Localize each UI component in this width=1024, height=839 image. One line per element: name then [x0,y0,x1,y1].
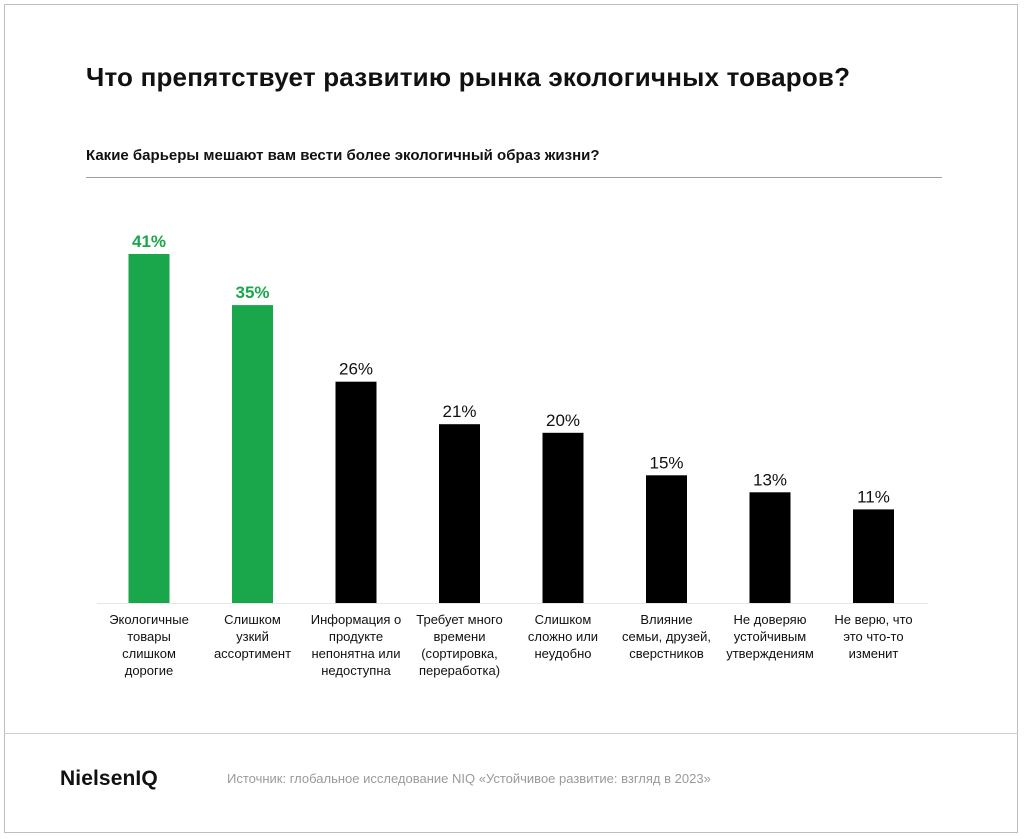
page-title: Что препятствует развитию рынка экологич… [86,62,851,92]
category-label-line: Слишком [535,612,592,627]
category-label-line: продукте [329,629,383,644]
category-label-line: переработка) [419,663,500,678]
category-label-line: ассортимент [214,646,291,661]
category-label-line: времени [434,629,486,644]
bar-1 [128,254,170,603]
category-label-line: Слишком [224,612,281,627]
category-label-line: (сортировка, [421,646,498,661]
category-label-3: Информация о продукте непонятна или недосту… [311,612,401,678]
value-label-3: 26% [339,360,373,379]
category-label-line: Не верю, что [834,612,912,627]
category-label-line: утверждениям [726,646,814,661]
category-label-line: изменит [849,646,899,661]
value-label-5: 20% [546,411,580,430]
value-label-8: 11% [857,487,890,506]
bar-4 [439,424,480,603]
value-label-1: 41% [132,232,166,251]
value-label-2: 35% [235,283,269,302]
bar-7 [749,492,791,603]
category-label-line: сложно или [528,629,598,644]
category-label-line: узкий [236,629,269,644]
category-label-line: товары [127,629,171,644]
category-label-line: устойчивым [734,629,806,644]
source-note: Источник: глобальное исследование NIQ «У… [227,771,711,786]
bar-3 [335,381,377,603]
bar-6 [646,475,687,603]
category-label-line: слишком [122,646,176,661]
category-label-2: Слишком узкий ассортимент [214,612,291,661]
category-label-line: Информация о [311,612,401,627]
category-label-6: Влияние семьи, друзей, сверстников [622,612,711,661]
category-label-line: дорогие [125,663,174,678]
bar-2 [232,305,273,603]
value-label-7: 13% [753,470,787,489]
category-label-8: Не верю, что это что-то изменит [834,612,912,661]
bar-8 [853,509,894,603]
category-label-5: Слишком сложно или неудобно [528,612,598,661]
category-label-line: Экологичные [109,612,189,627]
category-label-line: недоступна [321,663,391,678]
category-label-line: семьи, друзей, [622,629,711,644]
category-label-7: Не доверяю устойчивым утверждениям [726,612,814,661]
category-label-line: сверстников [629,646,704,661]
header-divider [86,177,942,178]
value-label-6: 15% [649,453,683,472]
value-label-4: 21% [442,402,476,421]
category-label-line: неудобно [534,646,591,661]
nielseniq-logo: NielsenIQ [60,767,158,790]
chart-subtitle: Какие барьеры мешают вам вести более эко… [86,147,600,164]
chart-card [4,4,1018,833]
category-label-line: Не доверяю [734,612,807,627]
category-label-1: Экологичные товары слишком дорогие [109,612,189,678]
footer-divider [4,733,1018,734]
bar-5 [542,432,584,603]
category-label-4: Требует много времени (сортировка, перерабо… [416,612,502,678]
category-label-line: это что-то [843,629,903,644]
category-label-line: Влияние [640,612,692,627]
category-label-line: Требует много [416,612,502,627]
category-label-line: непонятна или [312,646,401,661]
